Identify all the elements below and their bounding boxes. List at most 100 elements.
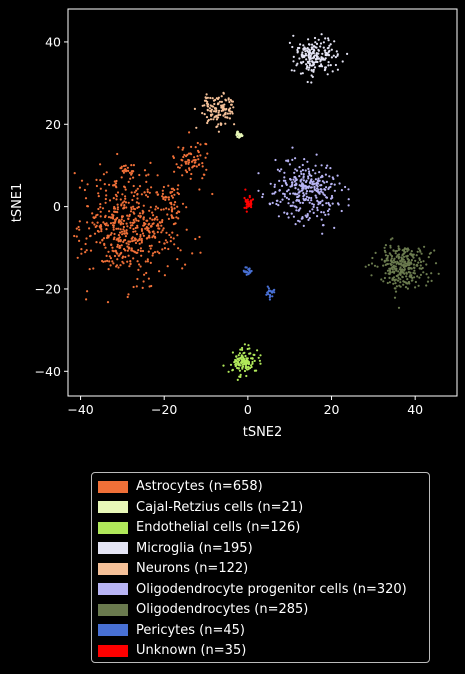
series-astrocytes bbox=[73, 131, 214, 304]
data-point bbox=[130, 208, 133, 211]
data-point bbox=[313, 66, 317, 69]
data-point bbox=[327, 50, 330, 54]
data-point bbox=[170, 210, 174, 213]
data-point bbox=[333, 226, 336, 229]
data-point bbox=[141, 249, 145, 253]
data-point bbox=[271, 192, 274, 195]
data-point bbox=[292, 178, 295, 181]
data-point bbox=[228, 100, 231, 104]
x-tick-label: 0 bbox=[244, 402, 252, 417]
data-point bbox=[278, 189, 281, 192]
data-point bbox=[324, 213, 327, 216]
data-point bbox=[288, 163, 291, 166]
data-point bbox=[336, 174, 339, 177]
data-point bbox=[301, 187, 304, 190]
data-point bbox=[102, 237, 106, 240]
data-point bbox=[425, 263, 428, 266]
data-point bbox=[426, 280, 430, 283]
data-point bbox=[111, 246, 114, 249]
data-point bbox=[151, 211, 154, 214]
data-point bbox=[80, 252, 83, 255]
data-point bbox=[145, 194, 148, 197]
data-point bbox=[191, 252, 194, 255]
data-point bbox=[143, 273, 146, 276]
data-point bbox=[295, 182, 298, 185]
data-point bbox=[323, 188, 326, 191]
data-point bbox=[115, 238, 118, 241]
data-point bbox=[88, 227, 91, 230]
data-point bbox=[146, 260, 149, 263]
data-point bbox=[206, 121, 209, 125]
data-point bbox=[218, 109, 221, 112]
data-point bbox=[132, 239, 135, 242]
data-point bbox=[101, 238, 104, 241]
data-point bbox=[299, 180, 302, 183]
data-point bbox=[380, 278, 383, 281]
data-point bbox=[106, 259, 109, 262]
data-point bbox=[336, 54, 339, 57]
data-point bbox=[161, 220, 164, 224]
data-point bbox=[132, 184, 135, 188]
data-point bbox=[117, 234, 120, 237]
data-point bbox=[115, 227, 118, 230]
data-point bbox=[182, 146, 185, 149]
data-point bbox=[206, 100, 209, 103]
data-point bbox=[301, 51, 304, 54]
data-point bbox=[330, 183, 333, 186]
data-point bbox=[384, 272, 387, 275]
data-point bbox=[142, 210, 145, 214]
data-point bbox=[322, 46, 325, 49]
data-point bbox=[120, 218, 123, 221]
data-point bbox=[246, 359, 249, 362]
data-point bbox=[386, 259, 389, 262]
data-point bbox=[326, 209, 330, 213]
data-point bbox=[417, 247, 420, 250]
data-point bbox=[383, 246, 386, 249]
data-point bbox=[122, 240, 125, 243]
data-point bbox=[104, 201, 107, 204]
data-point bbox=[158, 240, 161, 244]
data-point bbox=[158, 252, 161, 255]
data-point bbox=[130, 191, 133, 194]
data-point bbox=[167, 196, 170, 199]
data-point bbox=[301, 163, 304, 167]
data-point bbox=[300, 185, 303, 188]
data-point bbox=[161, 192, 164, 195]
data-point bbox=[113, 236, 116, 239]
data-point bbox=[135, 285, 138, 288]
data-point bbox=[304, 169, 307, 172]
data-point bbox=[102, 173, 105, 176]
data-point bbox=[326, 164, 329, 167]
data-point bbox=[227, 97, 230, 100]
data-point bbox=[175, 163, 178, 166]
data-point bbox=[402, 271, 405, 274]
data-point bbox=[126, 249, 129, 252]
data-point bbox=[187, 158, 190, 162]
data-point bbox=[184, 263, 187, 266]
data-point bbox=[248, 347, 251, 350]
data-point bbox=[312, 56, 315, 59]
data-point bbox=[123, 247, 126, 251]
data-point bbox=[270, 290, 273, 294]
data-point bbox=[195, 165, 198, 168]
data-point bbox=[233, 123, 236, 126]
data-point bbox=[335, 50, 338, 53]
data-point bbox=[91, 212, 94, 215]
data-point bbox=[312, 63, 315, 66]
data-point bbox=[419, 273, 422, 276]
data-point bbox=[310, 48, 313, 51]
data-point bbox=[239, 373, 242, 376]
data-point bbox=[183, 153, 186, 157]
data-point bbox=[410, 279, 413, 282]
data-point bbox=[242, 357, 245, 360]
data-point bbox=[215, 107, 218, 110]
data-point bbox=[164, 195, 167, 198]
data-point bbox=[176, 234, 179, 237]
data-point bbox=[137, 202, 140, 205]
data-point bbox=[410, 250, 413, 253]
data-point bbox=[328, 208, 331, 211]
data-point bbox=[208, 107, 211, 110]
data-point bbox=[122, 262, 125, 265]
data-point bbox=[123, 232, 126, 235]
data-point bbox=[125, 229, 128, 232]
